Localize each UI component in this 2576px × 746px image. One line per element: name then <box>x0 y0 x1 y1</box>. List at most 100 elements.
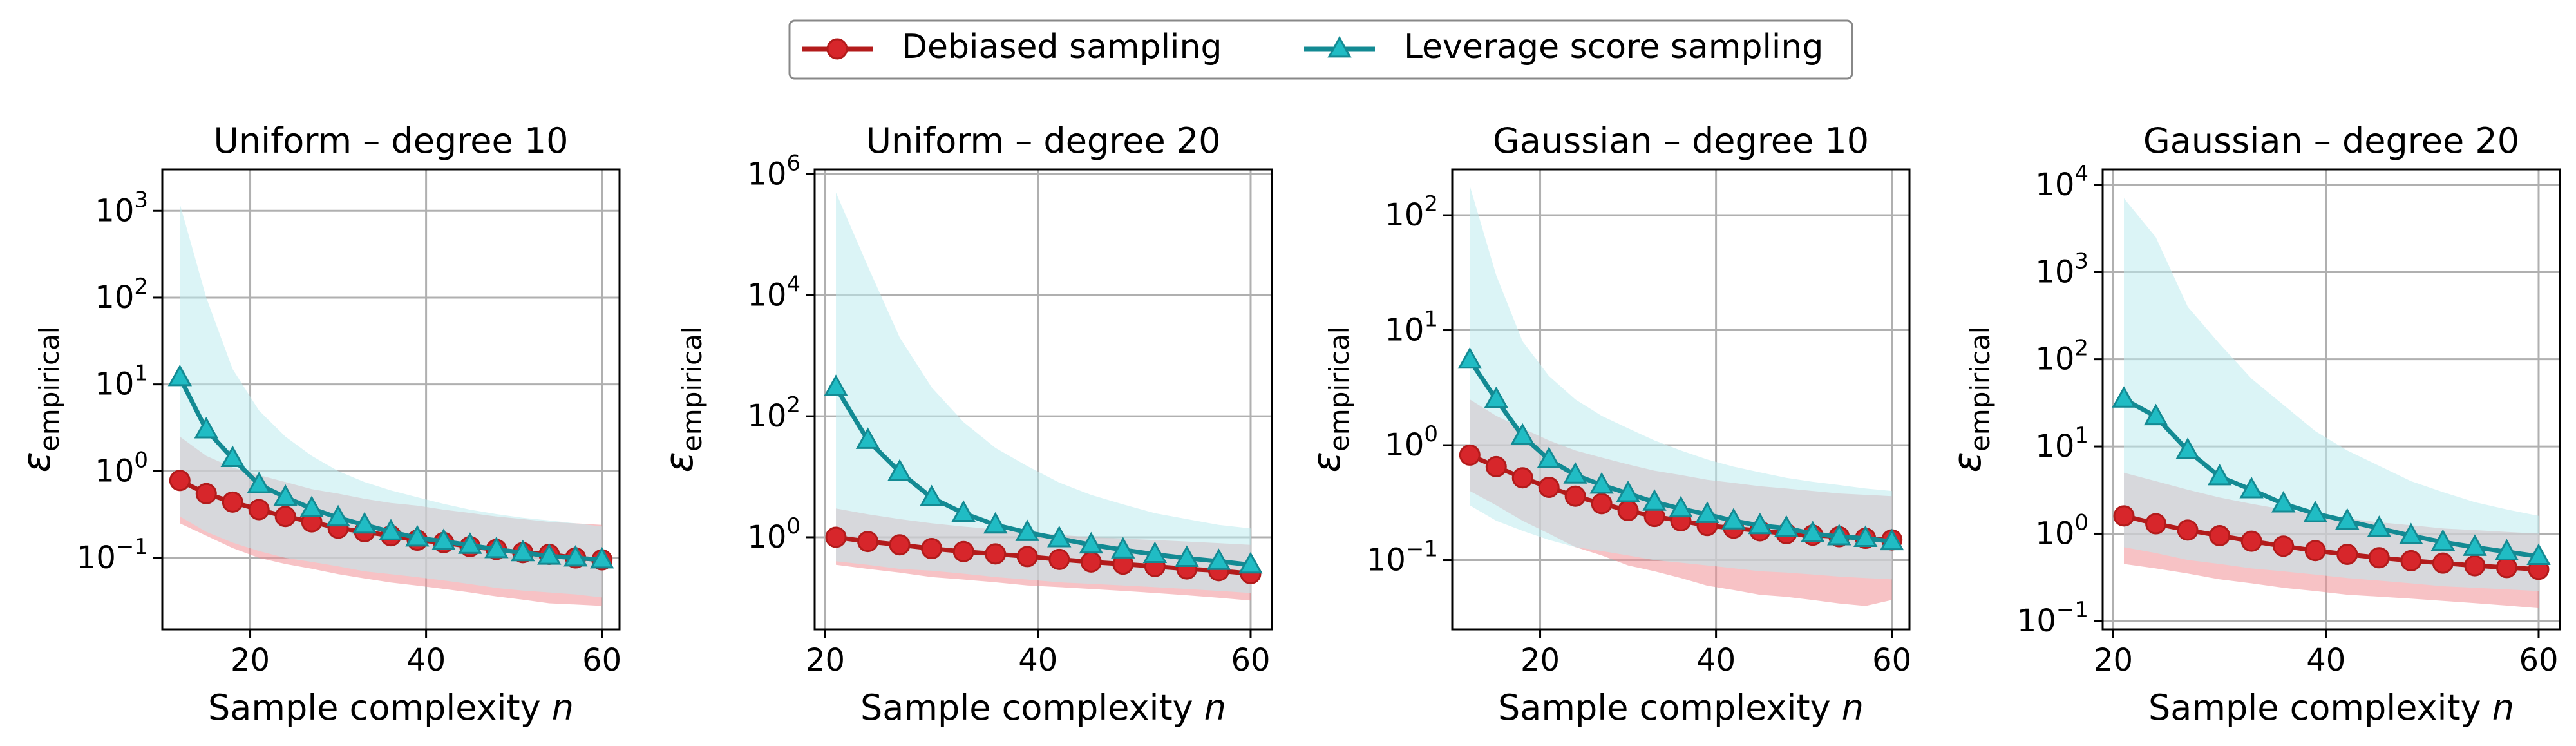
leverage-point <box>2112 386 2136 408</box>
debiased-point <box>2336 544 2358 566</box>
subplots: 20 40 60 10−1 100 101 102 103 Uniform – degree 1… <box>14 120 2561 728</box>
leverage-point <box>1748 512 1772 535</box>
debiased-point <box>2273 535 2295 557</box>
subplot-title: Gaussian – degree 10 <box>1493 120 1869 161</box>
leverage-point <box>1589 472 1614 494</box>
leverage-point <box>1079 531 1104 554</box>
leverage-point <box>1695 501 1719 523</box>
debiased-point <box>1048 548 1070 570</box>
leverage-point <box>1801 521 1825 542</box>
leverage-point <box>2335 508 2360 530</box>
leverage-point <box>511 539 535 562</box>
debiased-point <box>952 540 974 562</box>
y-tick-label: 100 <box>95 447 148 489</box>
debiased-point <box>1564 485 1586 507</box>
leverage-point <box>1206 548 1231 570</box>
legend-entry: Leverage score sampling <box>1304 28 1823 66</box>
leverage-point <box>564 544 588 567</box>
leverage-point <box>379 519 403 540</box>
debiased-point <box>2432 552 2454 574</box>
debiased-point <box>1485 455 1507 477</box>
leverage-point <box>1047 525 1072 548</box>
leverage-point <box>1484 386 1508 408</box>
x-tick-label: 40 <box>1018 642 1057 678</box>
debiased-point <box>2145 513 2167 535</box>
subplot: 20 40 60 100 102 104 106 Uniform – degree 20 Sam… <box>657 120 1273 728</box>
y-tick-label: 101 <box>2035 423 2088 464</box>
debiased-point <box>2496 557 2517 579</box>
y-tick-label: 10−1 <box>1367 537 1438 579</box>
leverage-point <box>2430 529 2456 551</box>
debiased-point <box>1617 500 1639 522</box>
leverage-point <box>537 543 562 565</box>
x-axis-label: Sample complexity n <box>208 687 574 728</box>
y-tick-label: 101 <box>95 361 148 403</box>
y-tick-label: 100 <box>2035 510 2088 551</box>
leverage-point <box>951 500 976 522</box>
legend-marker-triangle <box>1327 35 1352 58</box>
leverage-point <box>1616 480 1640 502</box>
leverage-point <box>1015 519 1039 541</box>
leverage-point <box>458 532 482 554</box>
axes-frame <box>1451 168 1911 631</box>
leverage-point <box>1774 515 1799 537</box>
debiased-point <box>889 534 911 556</box>
debiased-point <box>2400 550 2422 571</box>
leverage-point <box>2175 437 2200 459</box>
legend-label: Debiased sampling <box>902 28 1222 66</box>
leverage-point <box>1457 347 1482 369</box>
y-tick-label: 102 <box>747 392 800 434</box>
debiased-point <box>2464 555 2486 577</box>
leverage-point <box>2303 501 2327 522</box>
x-tick-label: 40 <box>406 642 446 678</box>
debiased-point <box>857 531 879 553</box>
x-axis-label: Sample complexity n <box>2148 687 2514 728</box>
x-tick-label: 20 <box>231 642 270 678</box>
leverage-point <box>1721 508 1746 530</box>
x-tick-label: 60 <box>582 642 621 678</box>
y-tick-label: 100 <box>1385 421 1438 463</box>
leverage-point <box>1669 495 1693 518</box>
y-tick-label: 102 <box>95 274 148 316</box>
leverage-point <box>167 364 193 387</box>
debiased-point <box>2304 540 2326 562</box>
leverage-point <box>1827 524 1852 546</box>
x-tick-label: 40 <box>2306 642 2345 678</box>
debiased-point <box>248 499 270 521</box>
x-tick-label: 60 <box>1231 642 1270 678</box>
legend: Debiased sampling Leverage score sampling <box>788 19 1853 80</box>
leverage-point <box>405 524 430 547</box>
leverage-point <box>589 546 614 569</box>
subplot-title: Gaussian – degree 20 <box>2143 120 2519 161</box>
debiased-point <box>1016 546 1038 568</box>
leverage-point <box>1563 462 1587 484</box>
leverage-band <box>836 192 1251 593</box>
axes-frame <box>161 168 621 631</box>
leverage-point <box>2367 515 2392 537</box>
debiased-point <box>2113 505 2135 527</box>
subplot: 20 40 60 10−1 100 101 102 Gaussian – degree 10 S… <box>1304 120 1911 728</box>
leverage-point <box>2207 463 2232 486</box>
debiased-point <box>985 543 1007 565</box>
debiased-point <box>222 491 243 513</box>
debiased-point <box>195 483 217 504</box>
debiased-point <box>169 470 191 492</box>
y-tick-label: 102 <box>2035 336 2088 378</box>
leverage-point <box>919 484 944 507</box>
y-tick-label: 103 <box>95 187 148 229</box>
y-tick-label: 104 <box>2035 161 2088 203</box>
x-axis-label: Sample complexity n <box>860 687 1226 728</box>
x-tick-label: 20 <box>2094 642 2133 678</box>
leverage-point <box>247 472 271 493</box>
debiased-point <box>1459 444 1481 466</box>
subplot-title: Uniform – degree 20 <box>866 120 1220 161</box>
y-tick-label: 100 <box>747 513 800 555</box>
y-axis-label: εempirical <box>14 327 65 473</box>
leverage-point <box>1238 551 1263 574</box>
y-tick-label: 104 <box>747 271 800 313</box>
leverage-point <box>983 512 1008 534</box>
x-tick-label: 20 <box>806 642 845 678</box>
leverage-point <box>2239 476 2264 499</box>
y-tick-label: 10−1 <box>2017 597 2088 639</box>
